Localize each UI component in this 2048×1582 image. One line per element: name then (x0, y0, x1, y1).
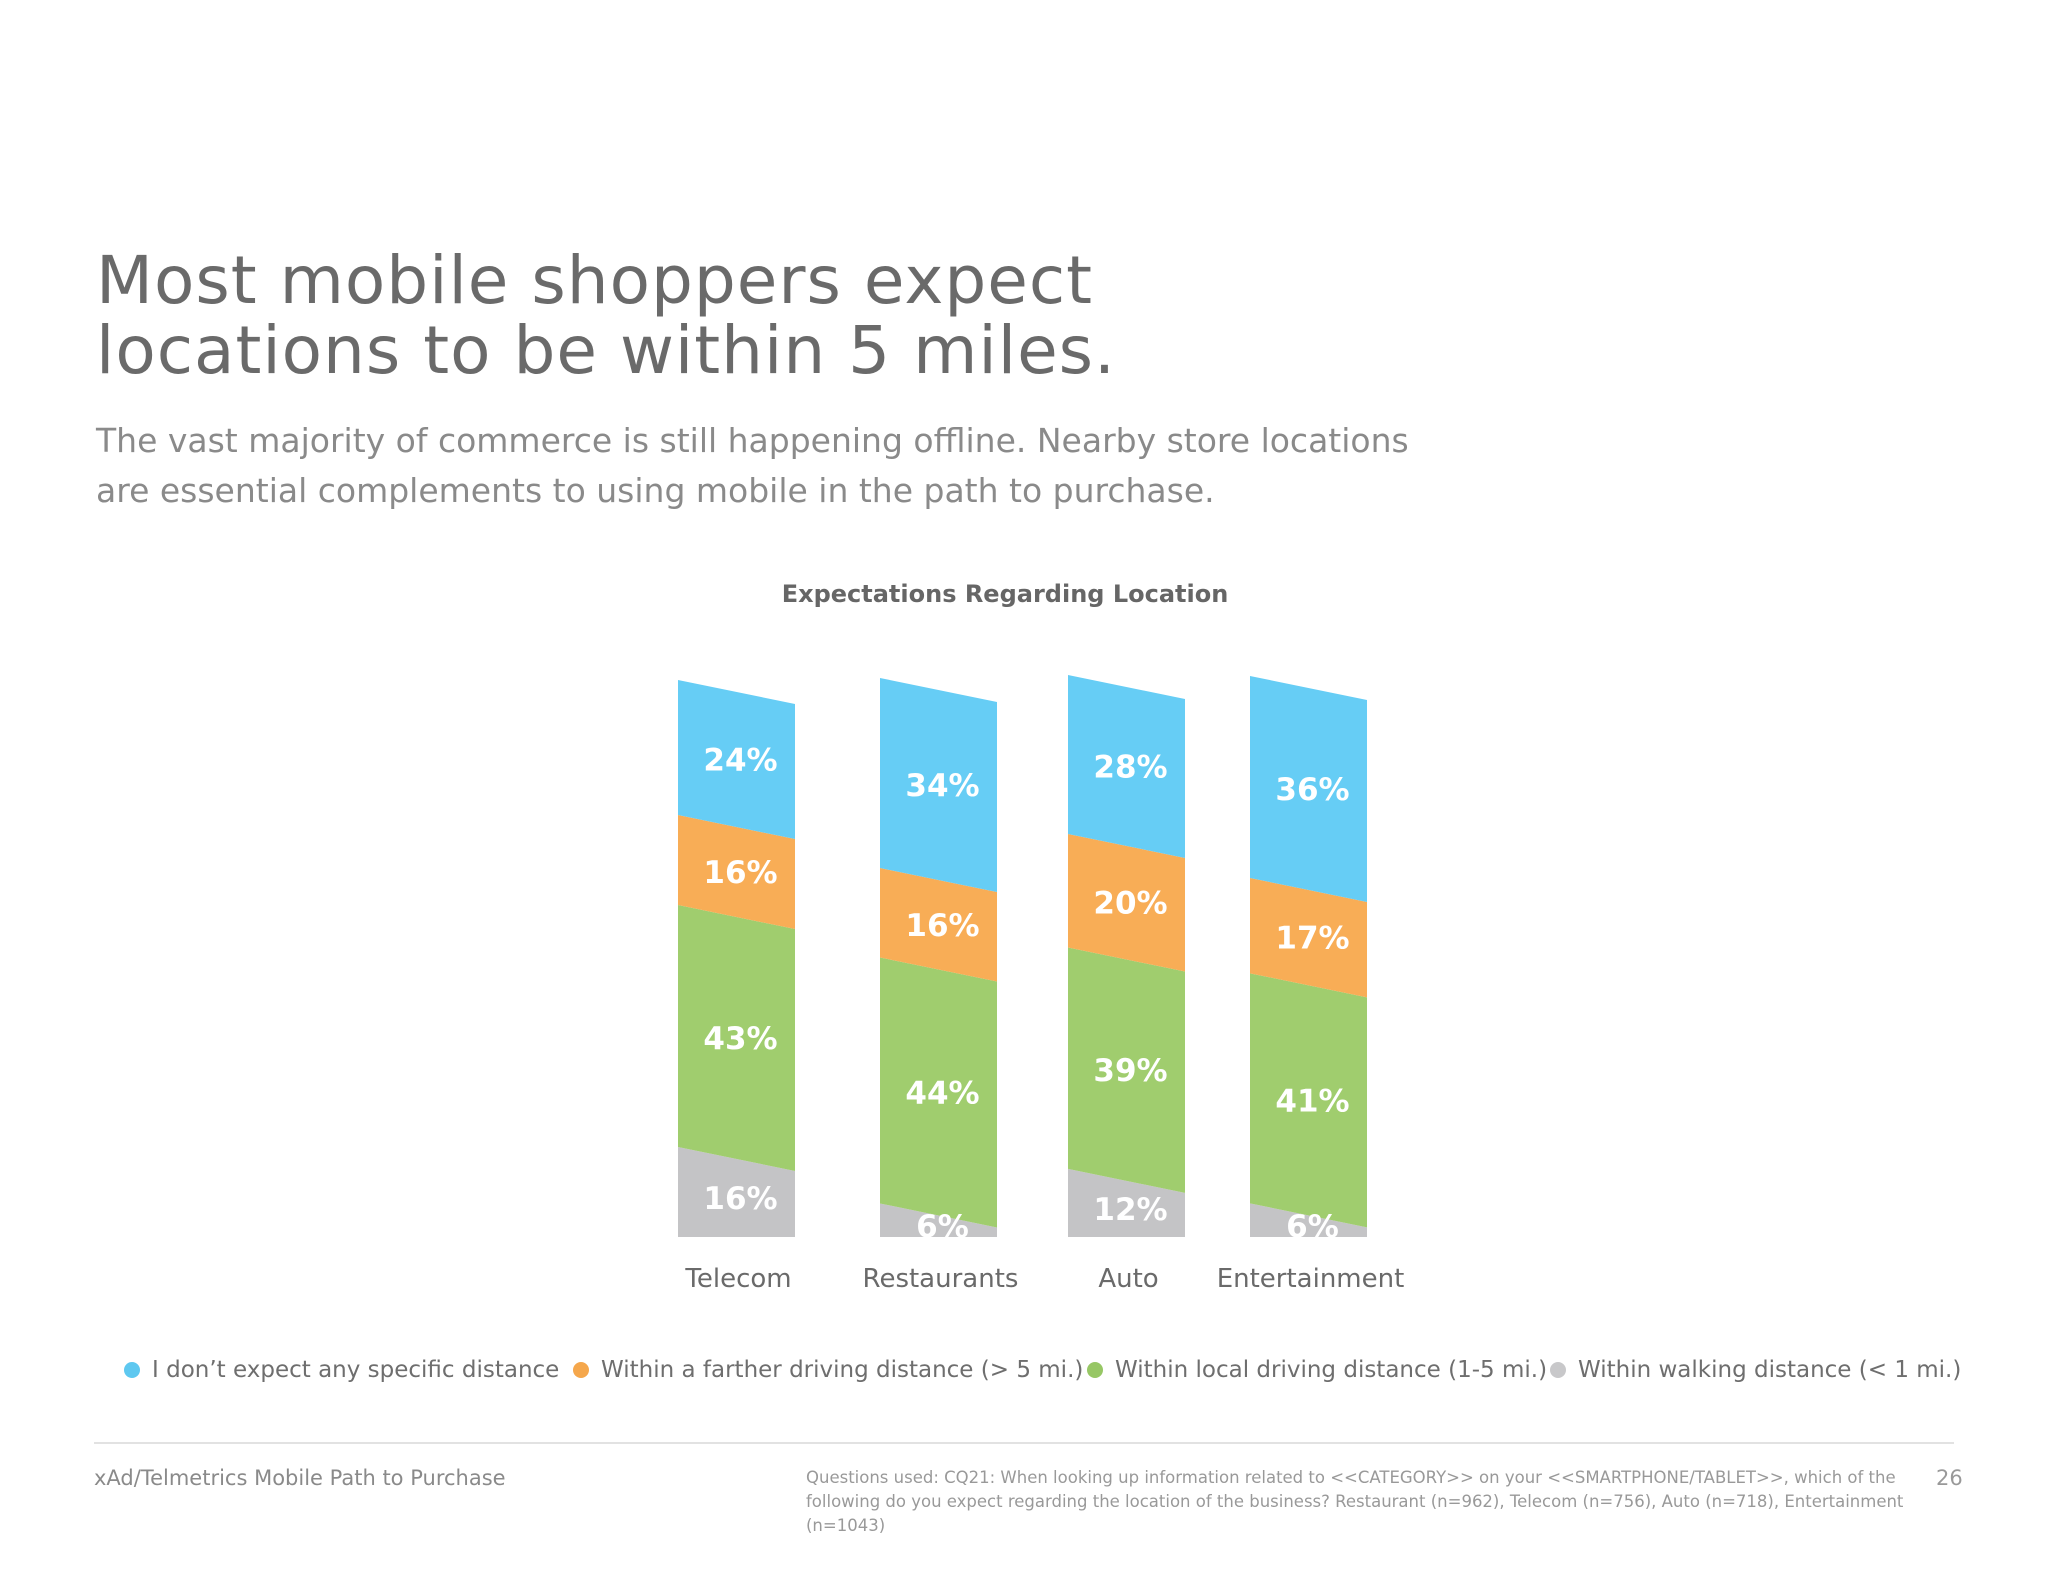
legend-label: I don’t expect any specific distance (152, 1357, 560, 1383)
category-label-auto: Auto (1098, 1264, 1158, 1294)
headline: Most mobile shoppers expect locations to… (96, 246, 1396, 386)
bar-segment-auto-3 (1068, 675, 1185, 858)
value-label-auto-1: 39% (1093, 1053, 1167, 1089)
category-label-telecom: Telecom (684, 1264, 791, 1294)
legend-dot-walking (1550, 1362, 1566, 1378)
value-label-entertainment-3: 36% (1275, 772, 1349, 808)
value-label-restaurants-2: 16% (905, 908, 979, 944)
page-number: 26 (1936, 1466, 1963, 1490)
legend-item-local-driving: Within local driving distance (1-5 mi.) (1087, 1357, 1547, 1383)
value-label-telecom-3: 24% (703, 743, 777, 779)
bar-segment-restaurants-0 (880, 1203, 997, 1237)
value-label-auto-2: 20% (1093, 886, 1167, 922)
legend-label: Within a farther driving distance (> 5 m… (601, 1357, 1084, 1383)
category-labels: Telecom Restaurants Auto Entertainment (684, 1264, 1404, 1294)
bar-segment-telecom-0 (678, 1146, 795, 1237)
value-label-entertainment-1: 41% (1275, 1083, 1349, 1119)
bar-segment-telecom-3 (678, 680, 795, 840)
bar-segment-auto-1 (1068, 947, 1185, 1193)
legend-item-no-specific-distance: I don’t expect any specific distance (124, 1357, 559, 1383)
bar-segment-restaurants-3 (880, 678, 997, 893)
value-label-entertainment-0: 6% (1286, 1209, 1339, 1245)
category-label-restaurants: Restaurants (863, 1264, 1019, 1294)
value-label-auto-0: 12% (1093, 1192, 1167, 1228)
legend-dot-farther-driving (573, 1362, 589, 1378)
value-label-restaurants-0: 6% (916, 1209, 969, 1245)
legend-item-farther-driving: Within a farther driving distance (> 5 m… (573, 1357, 1083, 1383)
value-label-auto-3: 28% (1093, 749, 1167, 785)
bars (678, 675, 1367, 1237)
stacked-bar-chart: Expectations Regarding Location 16%43%16… (678, 580, 1404, 1294)
subheadline: The vast majority of commerce is still h… (96, 421, 1409, 510)
bar-segment-auto-2 (1068, 833, 1185, 972)
footer-divider (94, 1442, 1954, 1444)
bar-segment-telecom-2 (678, 815, 795, 930)
legend-dot-no-specific-distance (124, 1362, 140, 1378)
value-label-restaurants-1: 44% (905, 1075, 979, 1111)
footer-question-note: Questions used: CQ21: When looking up in… (806, 1468, 1904, 1535)
legend-label: Within walking distance (< 1 mi.) (1578, 1357, 1962, 1383)
bar-segment-entertainment-3 (1250, 676, 1367, 902)
chart-legend: I don’t expect any specific distance Wit… (0, 1357, 2048, 1397)
chart-title: Expectations Regarding Location (782, 580, 1229, 608)
bar-segment-entertainment-1 (1250, 973, 1367, 1228)
value-label-telecom-2: 16% (703, 855, 777, 891)
value-label-telecom-0: 16% (703, 1181, 777, 1217)
bar-segment-restaurants-1 (880, 957, 997, 1228)
value-label-restaurants-3: 34% (905, 768, 979, 804)
bar-segment-entertainment-2 (1250, 877, 1367, 998)
legend-dot-local-driving (1087, 1362, 1103, 1378)
value-label-telecom-1: 43% (703, 1021, 777, 1057)
bar-segment-auto-0 (1068, 1168, 1185, 1237)
value-label-entertainment-2: 17% (1275, 921, 1349, 957)
legend-label: Within local driving distance (1-5 mi.) (1115, 1357, 1548, 1383)
footer-source: xAd/Telmetrics Mobile Path to Purchase (94, 1466, 506, 1490)
bar-segment-restaurants-2 (880, 868, 997, 982)
value-labels: 16% 43% 16% 24% 6% 44% 16% 34% 12% 39% 20% 28% 6% 41%… (703, 743, 1349, 1246)
legend-item-walking: Within walking distance (< 1 mi.) (1550, 1357, 1961, 1383)
bar-segment-entertainment-0 (1250, 1203, 1367, 1237)
headline-line-2: locations to be within 5 miles. (96, 312, 1117, 389)
headline-line-1: Most mobile shoppers expect (96, 242, 1094, 319)
category-label-entertainment: Entertainment (1217, 1264, 1405, 1294)
bar-segment-telecom-1 (678, 905, 795, 1171)
